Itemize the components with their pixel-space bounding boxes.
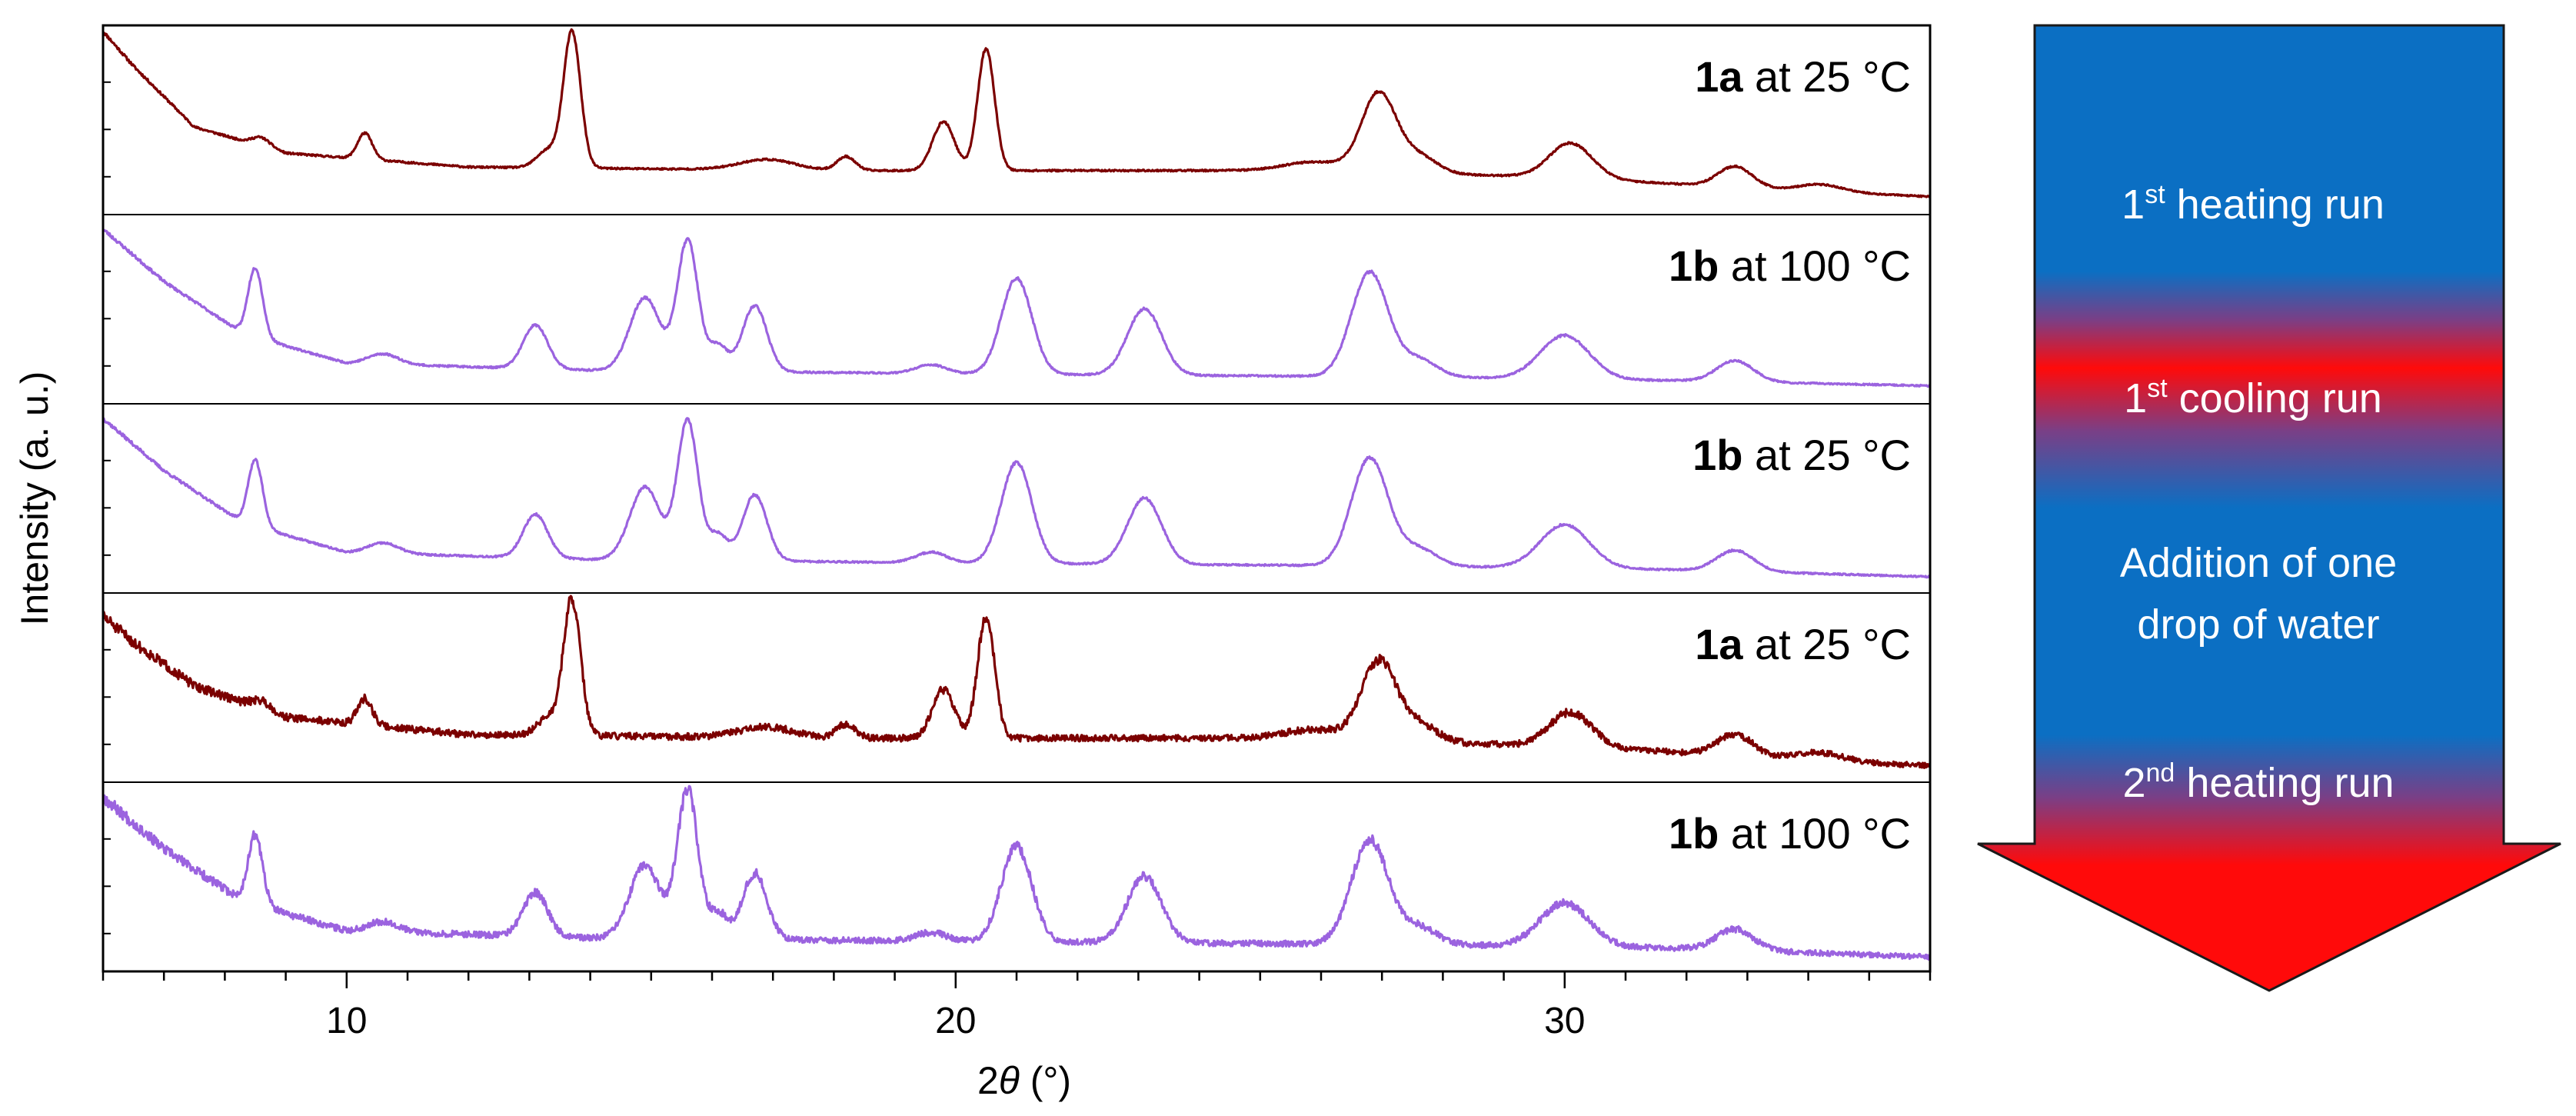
series-label: 1a at 25 °C bbox=[1695, 620, 1911, 668]
plot-frame bbox=[102, 24, 1932, 973]
x-tick-label: 30 bbox=[1544, 1001, 1585, 1041]
xrd-trace bbox=[102, 595, 1932, 769]
xrd-panels: 1a at 25 °C 1b at 100 °C 1b at 25 °C 1a at … bbox=[102, 28, 1932, 961]
process-arrow: 1st heating run 1st cooling run Addition… bbox=[1977, 24, 2561, 992]
arrow-step-water-line-2: drop of water bbox=[2137, 601, 2379, 648]
xrd-trace bbox=[102, 417, 1931, 579]
arrow-shape bbox=[1977, 24, 2561, 992]
arrow-step-water-line-1: Addition of one bbox=[2120, 540, 2397, 586]
xrd-panel: 1a at 25 °C bbox=[102, 28, 1931, 198]
y-axis-title: Intensity (a. u.) bbox=[13, 371, 56, 626]
arrow-step-first-cooling: 1st cooling run bbox=[2124, 374, 2382, 421]
x-tick-label: 10 bbox=[326, 1001, 367, 1041]
xrd-panel: 1b at 100 °C bbox=[102, 781, 1932, 961]
series-label: 1b at 25 °C bbox=[1692, 431, 1911, 479]
x-axis-title: 2θ (°) bbox=[977, 1059, 1071, 1102]
xrd-panel: 1b at 100 °C bbox=[102, 214, 1932, 388]
series-label: 1b at 100 °C bbox=[1669, 809, 1911, 858]
x-axis-ticks: 10 20 30 bbox=[102, 971, 1932, 1041]
arrow-step-first-heating: 1st heating run bbox=[2122, 180, 2385, 228]
xrd-panel: 1a at 25 °C bbox=[102, 592, 1932, 769]
xrd-trace bbox=[102, 785, 1932, 961]
arrow-step-second-heating: 2nd heating run bbox=[2122, 758, 2394, 806]
xrd-trace bbox=[102, 228, 1932, 388]
x-tick-label: 20 bbox=[935, 1001, 976, 1041]
xrd-panel: 1b at 25 °C bbox=[102, 403, 1931, 579]
series-label: 1b at 100 °C bbox=[1669, 242, 1911, 290]
series-label: 1a at 25 °C bbox=[1695, 52, 1911, 101]
xrd-trace bbox=[102, 28, 1931, 198]
